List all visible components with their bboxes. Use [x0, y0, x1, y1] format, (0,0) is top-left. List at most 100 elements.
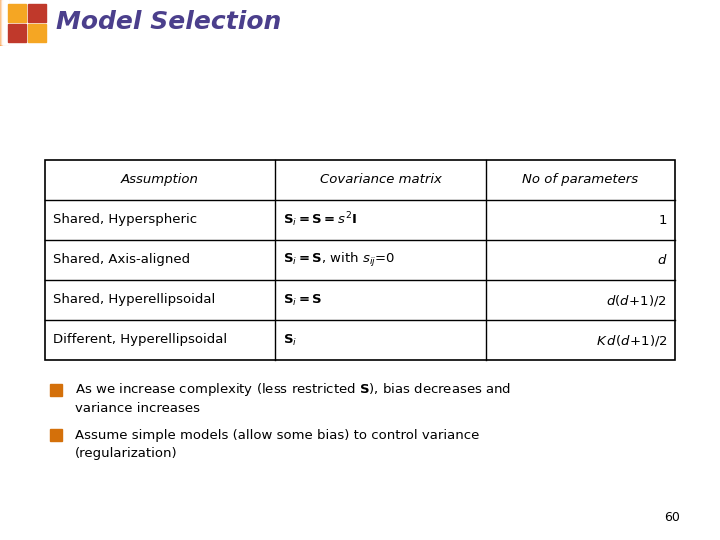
Bar: [1, 0, 5, 44]
Bar: [3, 0, 7, 44]
Bar: [1, 0, 5, 44]
Bar: [1, 0, 6, 44]
Bar: [2, 0, 6, 44]
Bar: [1, 0, 5, 44]
Bar: [1, 0, 6, 44]
Bar: [0, 0, 4, 44]
Bar: [1, 0, 5, 44]
Bar: [3, 0, 7, 44]
Bar: [2, 0, 6, 44]
Bar: [1, 0, 5, 44]
Bar: [2, 0, 6, 44]
Text: variance increases: variance increases: [75, 402, 200, 415]
Bar: [2, 0, 6, 44]
Bar: [1, 0, 5, 44]
Bar: [3, 0, 7, 44]
Bar: [2, 0, 6, 44]
Bar: [2, 0, 6, 44]
Bar: [3, 0, 7, 44]
Bar: [1, 0, 6, 44]
Text: As we increase complexity (less restricted $\mathbf{S}$), bias decreases and: As we increase complexity (less restrict…: [75, 381, 511, 399]
Text: Different, Hyperellipsoidal: Different, Hyperellipsoidal: [53, 334, 227, 347]
Bar: [3, 0, 7, 44]
Bar: [1, 0, 5, 44]
Bar: [3, 0, 7, 44]
Bar: [0, 0, 4, 44]
Bar: [1, 0, 6, 44]
Text: $d$: $d$: [657, 253, 667, 267]
Bar: [1, 0, 5, 44]
Bar: [0, 0, 4, 44]
Bar: [3, 0, 7, 44]
Bar: [0, 0, 4, 44]
Bar: [2, 0, 6, 44]
Bar: [4, 0, 8, 44]
Text: (regularization): (regularization): [75, 447, 178, 460]
Bar: [1, 0, 5, 44]
Bar: [0, 0, 4, 44]
Bar: [1, 0, 6, 44]
Text: $\mathbf{S}_i$: $\mathbf{S}_i$: [283, 333, 297, 348]
Bar: [3, 0, 7, 44]
Bar: [1, 0, 5, 44]
Bar: [1, 0, 5, 44]
Bar: [2, 0, 6, 44]
Bar: [28, 4, 46, 22]
Bar: [1, 0, 6, 44]
Bar: [2, 0, 6, 44]
Bar: [3, 0, 7, 44]
Bar: [1, 0, 6, 44]
Bar: [1, 0, 5, 44]
Bar: [1, 0, 6, 44]
Bar: [50, 429, 62, 441]
Bar: [3, 0, 7, 44]
Bar: [4, 0, 8, 44]
Bar: [1, 0, 6, 44]
Bar: [1, 0, 5, 44]
Bar: [3, 0, 7, 44]
Bar: [4, 0, 8, 44]
Bar: [2, 0, 6, 44]
Bar: [3, 0, 7, 44]
Bar: [4, 0, 8, 44]
Bar: [1, 0, 5, 44]
Bar: [1, 0, 6, 44]
Bar: [1, 0, 5, 44]
Bar: [0, 0, 4, 44]
Text: Covariance matrix: Covariance matrix: [320, 173, 441, 186]
Bar: [1, 0, 5, 44]
Bar: [2, 0, 6, 44]
Bar: [3, 0, 7, 44]
Bar: [0, 0, 4, 44]
Text: $\mathbf{S}_i\mathbf{=S}$: $\mathbf{S}_i\mathbf{=S}$: [283, 293, 323, 308]
Bar: [4, 0, 8, 44]
Bar: [1, 0, 6, 44]
Bar: [1, 0, 6, 44]
Bar: [2, 0, 6, 44]
Bar: [2, 0, 6, 44]
Bar: [4, 0, 8, 44]
Bar: [4, 0, 8, 44]
Bar: [3, 0, 7, 44]
Bar: [1, 0, 5, 44]
Bar: [0, 0, 4, 44]
Text: $d(d\!+\!1)/2$: $d(d\!+\!1)/2$: [606, 293, 667, 307]
Bar: [1, 0, 6, 44]
Bar: [2, 0, 6, 44]
Bar: [0, 0, 4, 44]
Bar: [3, 0, 7, 44]
Bar: [3, 0, 7, 44]
Bar: [1, 0, 6, 44]
Bar: [1, 0, 6, 44]
Bar: [2, 0, 6, 44]
Bar: [2, 0, 6, 44]
Bar: [4, 0, 8, 44]
Bar: [4, 0, 8, 44]
Bar: [0, 0, 5, 44]
Text: Shared, Axis-aligned: Shared, Axis-aligned: [53, 253, 190, 267]
Bar: [1, 0, 6, 44]
Bar: [3, 0, 7, 44]
Bar: [8, 24, 26, 42]
Bar: [1, 0, 6, 44]
Bar: [2, 0, 6, 44]
